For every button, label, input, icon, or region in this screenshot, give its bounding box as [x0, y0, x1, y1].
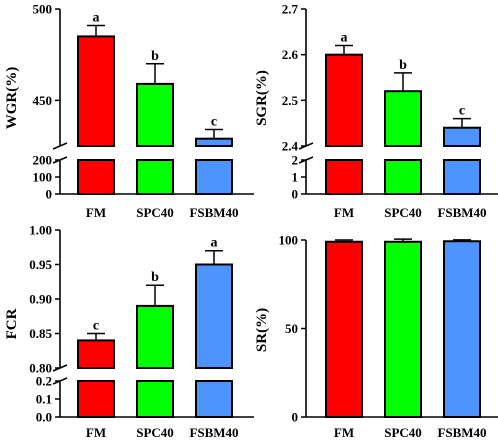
bar-upper-spc40	[136, 304, 174, 369]
category-label-fm: FM	[86, 425, 106, 440]
y-tick-label: 50	[285, 321, 298, 336]
category-label-fsbm40: FSBM40	[437, 205, 486, 220]
sig-letter-fsbm40: c	[211, 115, 217, 130]
y-tick-label: 1.00	[29, 223, 52, 238]
y-tick-label: 0.1	[36, 392, 52, 407]
bar-upper-fsbm40	[443, 126, 481, 147]
y-tick-label: 0.0	[36, 410, 52, 425]
bar-lower-fsbm40	[195, 159, 233, 195]
y-tick-label: 2	[292, 153, 299, 168]
y-tick-label: 2.5	[282, 93, 299, 108]
bar-lower-fm	[325, 159, 363, 195]
bar-upper-fm	[77, 339, 115, 369]
bar-lower-fm	[77, 380, 115, 418]
category-label-spc40: SPC40	[384, 205, 422, 220]
y-tick-label: 100	[33, 170, 53, 185]
bar-lower-spc40	[136, 159, 174, 195]
bar-upper-fm	[77, 35, 115, 147]
y-tick-label: 0.2	[36, 374, 52, 389]
bar-upper-fsbm40	[195, 137, 233, 147]
y-tick-label: 0.95	[29, 257, 52, 272]
y-tick-label: 0	[292, 410, 299, 425]
y-tick-label: 0.90	[29, 292, 52, 307]
y-tick-label: 2.4	[282, 139, 299, 154]
y-tick-label: 200	[33, 153, 53, 168]
axis-break-mark-top	[52, 364, 68, 372]
y-tick-label: 0.85	[29, 326, 52, 341]
y-axis-label: WGR(%)	[4, 67, 20, 130]
y-axis-label: SGR(%)	[254, 70, 270, 126]
bar-lower-fsbm40	[195, 380, 233, 418]
axis-break-mark-top	[52, 142, 68, 150]
sig-letter-spc40: b	[399, 58, 407, 73]
category-label-fm: FM	[334, 205, 354, 220]
axis-break-mark-top	[298, 142, 314, 150]
bar-upper-fm	[325, 53, 363, 148]
category-label-fsbm40: FSBM40	[189, 205, 238, 220]
category-label-fsbm40: FSBM40	[189, 425, 238, 440]
category-label-spc40: SPC40	[136, 205, 174, 220]
panel-sr: FM SPC40 FSBM40 100 50 0 SR(%)	[254, 233, 498, 440]
sig-letter-fm: a	[341, 31, 348, 46]
bar-fm	[325, 240, 363, 418]
bar-lower-fm	[77, 159, 115, 195]
bar-lower-spc40	[136, 380, 174, 418]
y-tick-label: 100	[279, 233, 299, 248]
axis-break-mark-bottom	[52, 156, 68, 164]
axis-break-mark-bottom	[298, 156, 314, 164]
category-label-spc40: SPC40	[384, 425, 422, 440]
y-tick-label: 0.80	[29, 361, 52, 376]
bar-fsbm40	[443, 240, 481, 418]
bar-upper-fsbm40	[195, 263, 233, 369]
y-axis-label: SR(%)	[254, 308, 270, 352]
sig-letter-spc40: b	[151, 270, 159, 285]
sig-letter-fm: a	[93, 10, 100, 25]
y-tick-label: 2.6	[282, 47, 299, 62]
y-axis-label: FCR	[4, 308, 20, 339]
y-tick-label: 2.7	[282, 2, 299, 17]
y-tick-label: 0	[46, 187, 53, 202]
panel-sgr: a FM b SPC40 c FSBM40 2.7 2.6 2.5 2.42 1 0 SGR(%)	[254, 2, 498, 220]
category-label-fm: FM	[334, 425, 354, 440]
bar-upper-spc40	[136, 82, 174, 147]
sig-letter-fsbm40: a	[211, 236, 218, 251]
y-tick-label: 450	[33, 93, 53, 108]
category-label-spc40: SPC40	[136, 425, 174, 440]
sig-letter-fsbm40: c	[459, 104, 465, 119]
category-label-fm: FM	[86, 205, 106, 220]
y-tick-label: 1	[292, 170, 299, 185]
y-tick-label: 500	[33, 2, 53, 17]
category-label-fsbm40: FSBM40	[437, 425, 486, 440]
sig-letter-fm: c	[93, 319, 99, 334]
panel-wgr: a FM b SPC40 c FSBM40 500 450 200 100 0 WGR(%)	[4, 2, 254, 220]
sig-letter-spc40: b	[151, 49, 159, 64]
bar-upper-spc40	[384, 90, 422, 147]
y-tick-label: 0	[292, 187, 299, 202]
bar-lower-spc40	[384, 159, 422, 195]
bar-spc40	[384, 240, 422, 418]
bar-lower-fsbm40	[443, 159, 481, 195]
axis-break-mark-bottom	[52, 377, 68, 385]
panel-fcr: c FM b SPC40 a FSBM40 1.00 0.95 0.90 0.85 0.800.2 0…	[4, 223, 254, 440]
